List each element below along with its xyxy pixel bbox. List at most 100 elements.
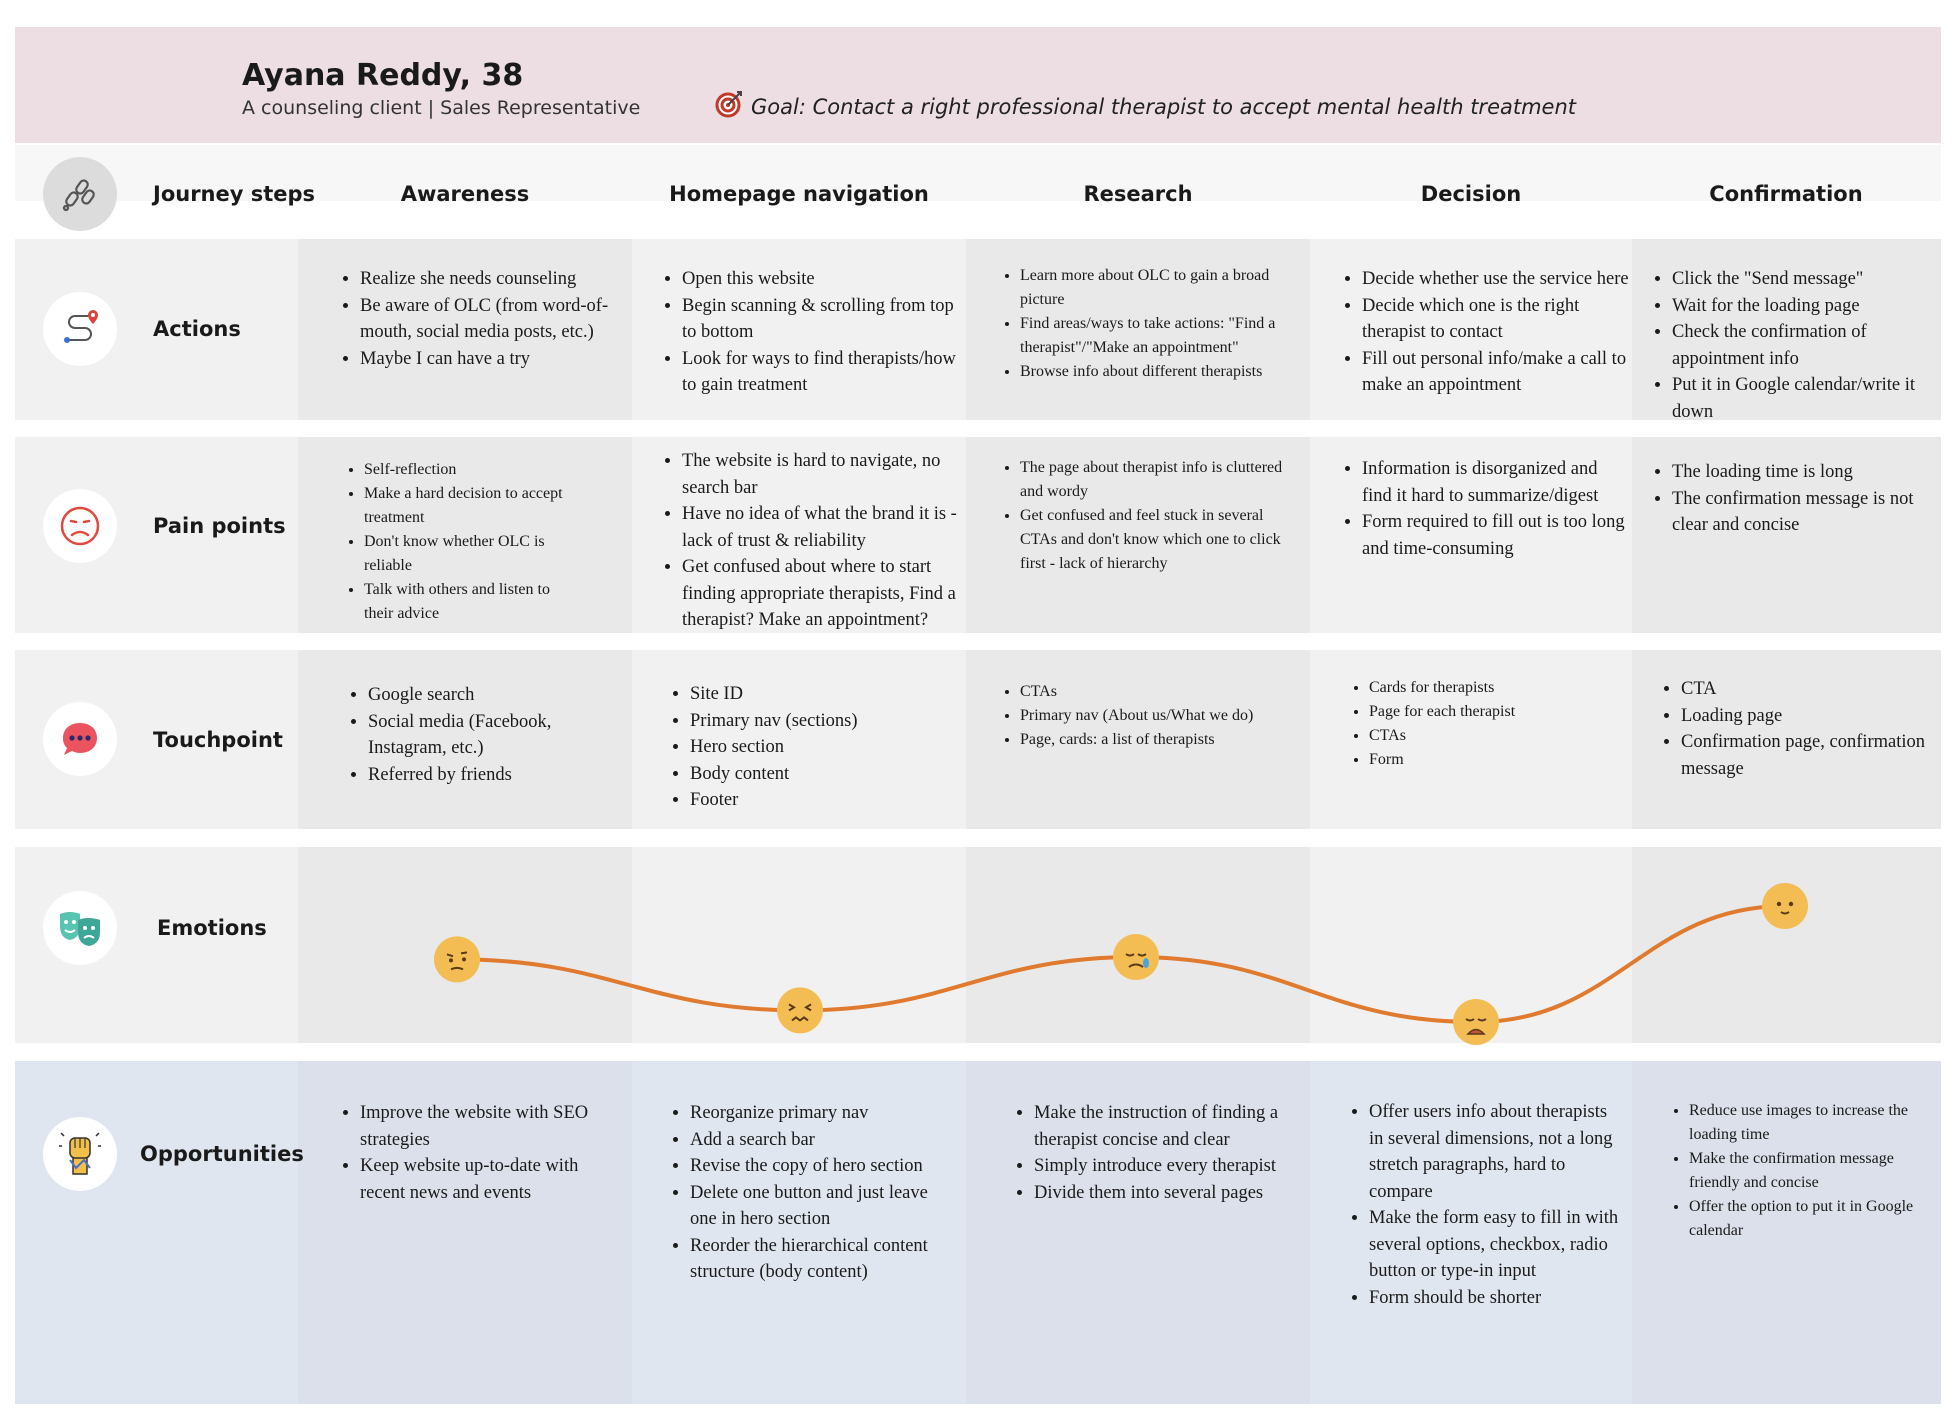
journey-steps-row [15, 145, 1941, 201]
list-item: Maybe I can have a try [360, 346, 618, 373]
actions-label: Actions [153, 317, 241, 341]
list-item: The website is hard to navigate, no sear… [682, 448, 960, 501]
opportunities-row [15, 1061, 1941, 1404]
list-item: Social media (Facebook, Instagram, etc.) [368, 709, 586, 762]
target-icon [715, 90, 743, 123]
list-item: Decide which one is the right therapist … [1362, 293, 1630, 346]
list-item: Begin scanning & scrolling from top to b… [682, 293, 960, 346]
goal: Goal: Contact a right professional thera… [715, 90, 1576, 123]
persona-name: Ayana Reddy, 38 [242, 58, 524, 93]
route-icon [43, 292, 117, 366]
touch-awareness: Google searchSocial media (Facebook, Ins… [346, 682, 586, 788]
pain-confirmation: The loading time is longThe confirmation… [1650, 459, 1920, 539]
list-item: CTAs [1020, 680, 1288, 704]
list-item: Talk with others and listen to their adv… [364, 578, 582, 626]
emotion-face-disappointed-icon [1453, 999, 1499, 1045]
step-awareness: Awareness [400, 182, 530, 206]
pain-points-label: Pain points [153, 514, 286, 538]
opp-awareness: Improve the website with SEO strategiesK… [338, 1100, 618, 1206]
list-item: Body content [690, 761, 948, 788]
list-item: Reduce use images to increase the loadin… [1689, 1099, 1927, 1147]
list-item: Make the instruction of finding a therap… [1034, 1100, 1302, 1153]
list-item: Form should be shorter [1369, 1285, 1623, 1312]
list-item: Get confused about where to start findin… [682, 554, 960, 634]
emotions-row [15, 847, 1941, 1043]
chat-bubble-icon [43, 702, 117, 776]
step-decision: Decision [1420, 182, 1522, 206]
list-item: Reorder the hierarchical content structu… [690, 1233, 948, 1286]
touch-homepage: Site IDPrimary nav (sections)Hero sectio… [668, 681, 948, 814]
opp-research: Make the instruction of finding a therap… [1012, 1100, 1302, 1206]
list-item: Add a search bar [690, 1127, 948, 1154]
list-item: Simply introduce every therapist [1034, 1153, 1302, 1180]
list-item: Be aware of OLC (from word-of-mouth, soc… [360, 293, 618, 346]
actions-homepage: Open this websiteBegin scanning & scroll… [660, 266, 960, 399]
list-item: Click the "Send message" [1672, 266, 1920, 293]
opportunities-label: Opportunities [140, 1142, 304, 1166]
emotion-face-content-icon [1762, 883, 1808, 929]
list-item: Don't know whether OLC is reliable [364, 530, 582, 578]
actions-research: Learn more about OLC to gain a broad pic… [998, 264, 1288, 384]
list-item: Learn more about OLC to gain a broad pic… [1020, 264, 1288, 312]
goal-text: Goal: Contact a right professional thera… [751, 94, 1577, 119]
raised-fist-icon [43, 1117, 117, 1191]
step-confirmation: Confirmation [1709, 182, 1863, 206]
theater-masks-icon [43, 891, 117, 965]
sad-face-icon [43, 489, 117, 563]
actions-awareness: Realize she needs counselingBe aware of … [338, 266, 618, 372]
list-item: Make the confirmation message friendly a… [1689, 1147, 1927, 1195]
actions-confirmation: Click the "Send message"Wait for the loa… [1650, 266, 1920, 425]
list-item: Page, cards: a list of therapists [1020, 728, 1288, 752]
list-item: Decide whether use the service here [1362, 266, 1630, 293]
step-research: Research [1083, 182, 1193, 206]
list-item: Put it in Google calendar/write it down [1672, 372, 1920, 425]
emotion-face-distressed-icon [777, 987, 823, 1034]
list-item: Check the confirmation of appointment in… [1672, 319, 1920, 372]
list-item: Have no idea of what the brand it is - l… [682, 501, 960, 554]
touch-decision: Cards for therapistsPage for each therap… [1347, 676, 1617, 772]
list-item: CTAs [1369, 724, 1617, 748]
actions-decision: Decide whether use the service hereDecid… [1340, 266, 1630, 399]
list-item: CTA [1681, 676, 1929, 703]
list-item: Site ID [690, 681, 948, 708]
list-item: The loading time is long [1672, 459, 1920, 486]
emotion-face-skeptical-icon [434, 936, 480, 983]
list-item: Wait for the loading page [1672, 293, 1920, 320]
list-item: Form [1369, 748, 1617, 772]
touch-research: CTAsPrimary nav (About us/What we do)Pag… [998, 680, 1288, 752]
journey-icon [43, 157, 117, 231]
list-item: The page about therapist info is clutter… [1020, 456, 1288, 504]
persona-header [15, 27, 1941, 143]
list-item: Revise the copy of hero section [690, 1153, 948, 1180]
step-homepage-navigation: Homepage navigation [669, 182, 929, 206]
emotion-face-sad-tear-icon [1113, 934, 1159, 981]
list-item: Get confused and feel stuck in several C… [1020, 504, 1288, 576]
list-item: Referred by friends [368, 762, 586, 789]
list-item: Look for ways to find therapists/how to … [682, 346, 960, 399]
list-item: Make the form easy to fill in with sever… [1369, 1205, 1623, 1285]
list-item: Delete one button and just leave one in … [690, 1180, 948, 1233]
list-item: Find areas/ways to take actions: "Find a… [1020, 312, 1288, 360]
list-item: Page for each therapist [1369, 700, 1617, 724]
list-item: Fill out personal info/make a call to ma… [1362, 346, 1630, 399]
list-item: Reorganize primary nav [690, 1100, 948, 1127]
persona-subtitle: A counseling client | Sales Representati… [242, 97, 641, 119]
opp-decision: Offer users info about therapists in sev… [1347, 1099, 1623, 1311]
list-item: Confirmation page, confirmation message [1681, 729, 1929, 782]
opp-homepage: Reorganize primary navAdd a search barRe… [668, 1100, 948, 1286]
list-item: Primary nav (About us/What we do) [1020, 704, 1288, 728]
list-item: Loading page [1681, 703, 1929, 730]
emotions-label: Emotions [157, 916, 267, 940]
list-item: Improve the website with SEO strategies [360, 1100, 618, 1153]
list-item: Google search [368, 682, 586, 709]
actions-row [15, 239, 1941, 420]
journey-steps-label: Journey steps [153, 182, 316, 206]
pain-points-row [15, 437, 1941, 633]
list-item: The confirmation message is not clear an… [1672, 486, 1920, 539]
list-item: Hero section [690, 734, 948, 761]
touch-confirmation: CTALoading pageConfirmation page, confir… [1659, 676, 1929, 782]
list-item: Keep website up-to-date with recent news… [360, 1153, 618, 1206]
list-item: Self-reflection [364, 458, 582, 482]
list-item: Form required to fill out is too long an… [1362, 509, 1630, 562]
